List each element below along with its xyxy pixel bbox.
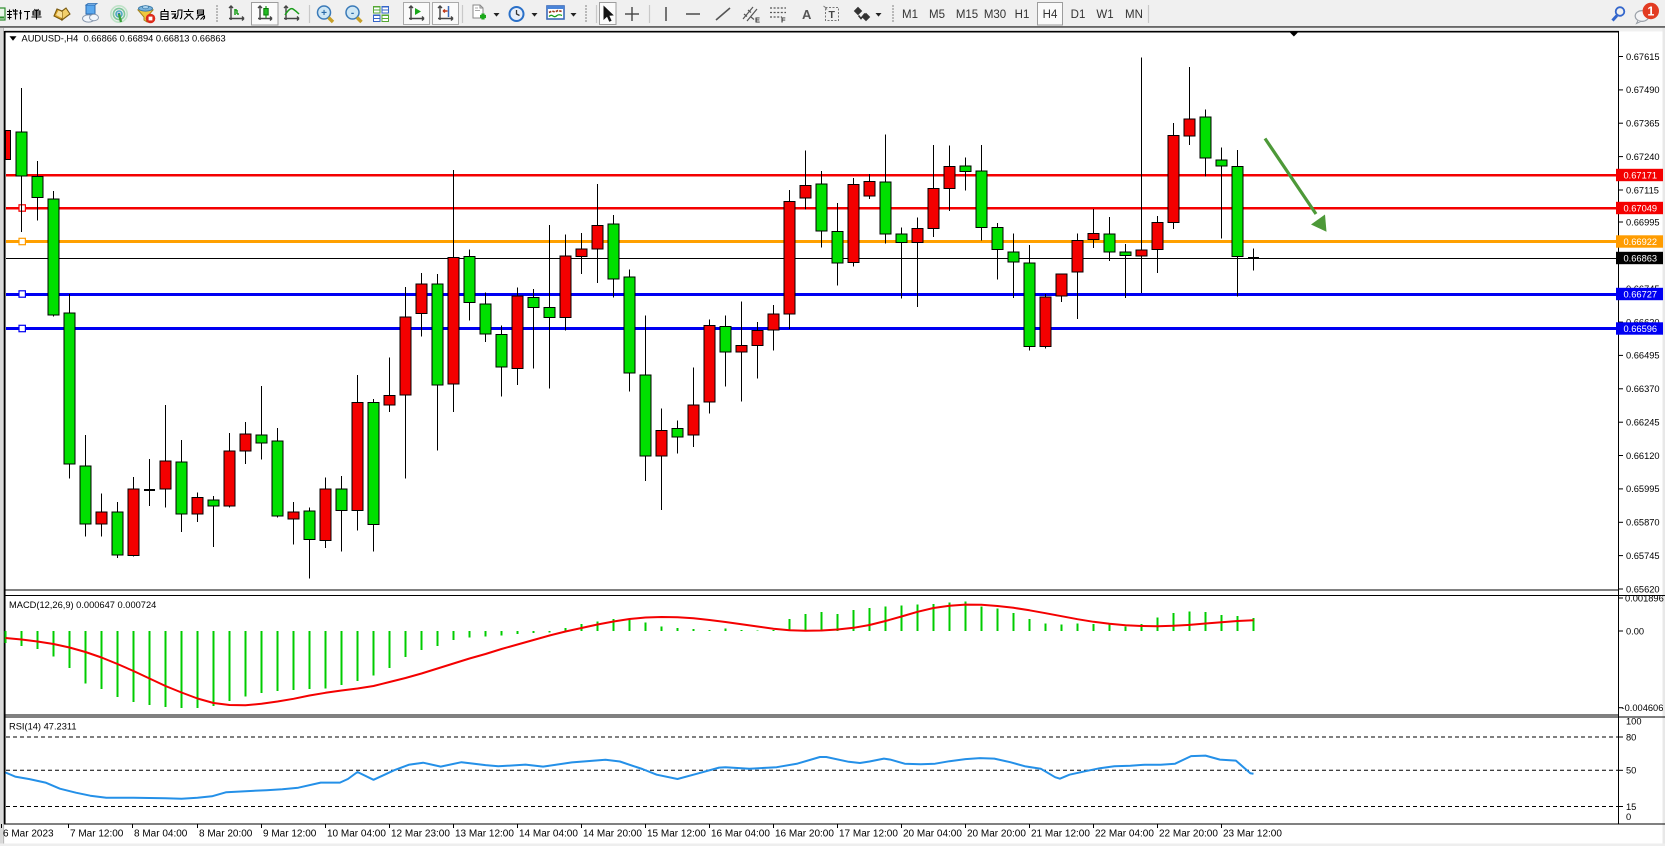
svg-text:AUDUSD-,H4 0.66866 0.66894 0.: AUDUSD-,H4 0.66866 0.66894 0.66813 0.668…: [22, 34, 226, 44]
svg-text:23 Mar 12:00: 23 Mar 12:00: [1223, 829, 1282, 840]
svg-text:8 Mar 04:00: 8 Mar 04:00: [134, 829, 188, 840]
svg-text:0.66922: 0.66922: [1624, 237, 1658, 247]
svg-text:0.65995: 0.65995: [1626, 484, 1660, 494]
svg-text:80: 80: [1626, 732, 1636, 742]
svg-text:17 Mar 12:00: 17 Mar 12:00: [839, 829, 898, 840]
svg-text:8 Mar 20:00: 8 Mar 20:00: [199, 829, 253, 840]
svg-text:20 Mar 20:00: 20 Mar 20:00: [967, 829, 1026, 840]
svg-text:0.66120: 0.66120: [1626, 451, 1660, 461]
svg-text:M5: M5: [929, 9, 945, 21]
svg-text:MACD(12,26,9) 0.000647 0.00072: MACD(12,26,9) 0.000647 0.000724: [9, 600, 156, 610]
svg-text:14 Mar 20:00: 14 Mar 20:00: [583, 829, 642, 840]
svg-text:-0.004606: -0.004606: [1622, 703, 1664, 713]
svg-text:13 Mar 12:00: 13 Mar 12:00: [455, 829, 514, 840]
svg-text:7 Mar 12:00: 7 Mar 12:00: [70, 829, 124, 840]
svg-text:0.65620: 0.65620: [1626, 584, 1660, 594]
svg-text:100: 100: [1626, 716, 1642, 726]
svg-text:0.67615: 0.67615: [1626, 52, 1660, 62]
svg-text:22 Mar 04:00: 22 Mar 04:00: [1095, 829, 1154, 840]
svg-text:0.67365: 0.67365: [1626, 119, 1660, 129]
svg-text:15 Mar 12:00: 15 Mar 12:00: [647, 829, 706, 840]
svg-text:16 Mar 04:00: 16 Mar 04:00: [711, 829, 770, 840]
svg-text:A: A: [802, 7, 812, 22]
svg-text:0.66727: 0.66727: [1624, 289, 1658, 299]
svg-text:0.66995: 0.66995: [1626, 217, 1660, 227]
svg-text:10 Mar 04:00: 10 Mar 04:00: [327, 829, 386, 840]
svg-text:D1: D1: [1071, 9, 1086, 21]
svg-text:M30: M30: [984, 9, 1006, 21]
svg-text:0.65870: 0.65870: [1626, 518, 1660, 528]
svg-text:21 Mar 12:00: 21 Mar 12:00: [1031, 829, 1090, 840]
svg-text:0.67171: 0.67171: [1624, 170, 1658, 180]
svg-text:50: 50: [1626, 766, 1636, 776]
svg-text:+: +: [321, 8, 327, 19]
svg-text:0.67490: 0.67490: [1626, 85, 1660, 95]
svg-text:1: 1: [1647, 5, 1654, 19]
svg-text:-: -: [351, 8, 354, 19]
svg-text:0.67240: 0.67240: [1626, 152, 1660, 162]
svg-text:15: 15: [1626, 802, 1636, 812]
svg-text:0.001896: 0.001896: [1625, 593, 1664, 603]
svg-text:22 Mar 20:00: 22 Mar 20:00: [1159, 829, 1218, 840]
svg-text:0.67115: 0.67115: [1626, 185, 1659, 195]
svg-text:20 Mar 04:00: 20 Mar 04:00: [903, 829, 962, 840]
svg-text:0.66863: 0.66863: [1624, 253, 1658, 263]
svg-text:F: F: [781, 16, 786, 25]
svg-text:6 Mar 2023: 6 Mar 2023: [3, 829, 54, 840]
svg-text:H4: H4: [1043, 9, 1058, 21]
svg-text:0: 0: [1626, 812, 1631, 822]
svg-text:0.65745: 0.65745: [1626, 551, 1660, 561]
svg-text:14 Mar 04:00: 14 Mar 04:00: [519, 829, 578, 840]
svg-text:0.67049: 0.67049: [1624, 203, 1658, 213]
svg-text:RSI(14) 47.2311: RSI(14) 47.2311: [9, 722, 77, 732]
svg-text:0.66596: 0.66596: [1624, 324, 1658, 334]
svg-text:9 Mar 12:00: 9 Mar 12:00: [263, 829, 317, 840]
svg-text:T: T: [829, 9, 836, 21]
svg-text:M1: M1: [902, 9, 918, 21]
svg-text:0.00: 0.00: [1626, 626, 1644, 636]
svg-text:16 Mar 20:00: 16 Mar 20:00: [775, 829, 834, 840]
svg-text:H1: H1: [1015, 9, 1030, 21]
svg-text:12 Mar 23:00: 12 Mar 23:00: [391, 829, 450, 840]
svg-text:M15: M15: [956, 9, 978, 21]
svg-text:E: E: [755, 16, 760, 25]
svg-text:0.66495: 0.66495: [1626, 351, 1660, 361]
svg-text:0.66370: 0.66370: [1626, 384, 1660, 394]
svg-text:W1: W1: [1096, 9, 1113, 21]
svg-text:0.66245: 0.66245: [1626, 418, 1660, 428]
svg-text:MN: MN: [1125, 9, 1143, 21]
